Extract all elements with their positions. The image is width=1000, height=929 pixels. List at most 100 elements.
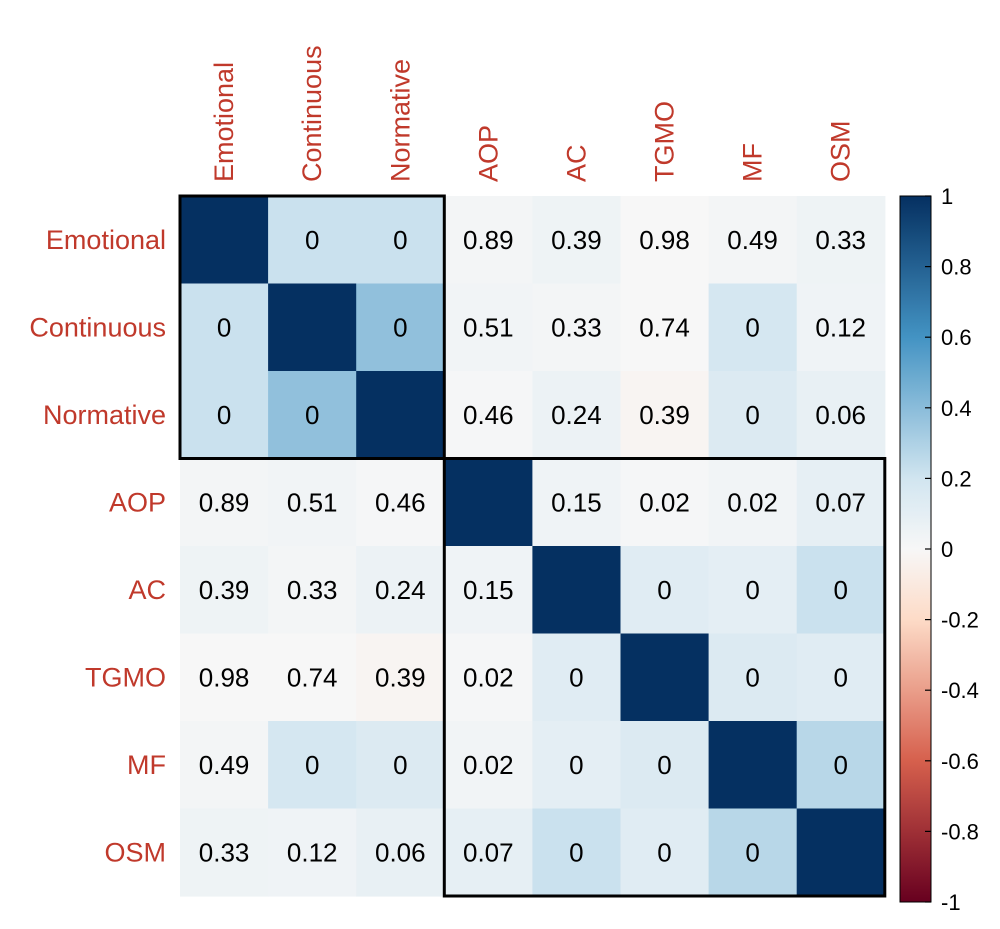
heatmap-cell	[620, 371, 710, 460]
cell-value-label: 0	[657, 837, 671, 867]
row-label: Emotional	[46, 225, 166, 255]
heatmap-cell	[708, 458, 798, 547]
cell-value-label: 0.02	[639, 487, 690, 517]
heatmap-cell	[708, 546, 798, 635]
cell-value-label: 0	[833, 662, 847, 692]
cell-value-label: 0.39	[639, 400, 690, 430]
colorbar-tick-label: 1	[941, 184, 953, 209]
cell-value-label: 0.39	[551, 225, 602, 255]
heatmap-cell	[356, 196, 445, 285]
heatmap-cell	[268, 633, 357, 722]
cell-value-label: 0.24	[375, 575, 426, 605]
heatmap-cell	[180, 633, 269, 722]
cell-value-label: 0.39	[199, 575, 250, 605]
heatmap-cell	[268, 546, 357, 635]
heatmap-cell	[796, 721, 886, 810]
cell-value-label: 0.89	[199, 487, 250, 517]
heatmap-cell	[268, 371, 357, 460]
colorbar-tick-label: 0.4	[941, 396, 972, 421]
cell-value-label: 0	[745, 662, 759, 692]
heatmap-cell	[532, 283, 622, 372]
cell-value-label: 0.49	[727, 225, 778, 255]
heatmap-cell	[444, 721, 533, 810]
heatmap-cell	[708, 371, 798, 460]
cell-value-label: 0.74	[287, 662, 338, 692]
column-label: Emotional	[209, 62, 239, 182]
column-label: Continuous	[297, 45, 327, 182]
heatmap-cell	[796, 371, 886, 460]
cell-value-label: 0.46	[375, 487, 426, 517]
heatmap-cell	[180, 721, 269, 810]
cell-value-label: 0	[745, 400, 759, 430]
heatmap-cell	[180, 371, 269, 460]
cell-value-label: 0.24	[551, 400, 602, 430]
heatmap-cell	[796, 458, 886, 547]
cell-value-label: 0	[745, 837, 759, 867]
heatmap-cell	[532, 196, 622, 285]
heatmap-cell	[356, 458, 445, 547]
colorbar-tick-label: 0.2	[941, 466, 972, 491]
heatmap-cell	[708, 808, 798, 897]
cell-value-label: 0	[305, 750, 319, 780]
heatmap-cell	[708, 633, 798, 722]
cell-value-label: 0	[393, 225, 407, 255]
heatmap-cell	[532, 721, 622, 810]
cell-value-label: 0	[217, 400, 231, 430]
cluster-box	[178, 194, 446, 460]
cell-value-label: 0.33	[287, 575, 338, 605]
cell-value-label: 0.39	[375, 662, 426, 692]
colorbar-ticks: 1 0.8 0.6 0.4 0.2 0 -0.2 -0.4 -0.6 -0.8 -1	[925, 184, 979, 915]
colorbar-tick-label: -0.4	[941, 678, 979, 703]
column-label: AOP	[473, 125, 503, 182]
colorbar-tick-label: -0.6	[941, 749, 979, 774]
heatmap-cell	[356, 546, 445, 635]
cell-value-label: 0	[305, 225, 319, 255]
cell-value-label: 0.98	[639, 225, 690, 255]
colorbar-tick-label: 0.6	[941, 325, 972, 350]
cell-value-label: 0	[745, 575, 759, 605]
cell-value-label: 0.46	[463, 400, 514, 430]
cell-value-label: 0.02	[727, 487, 778, 517]
cell-value-label: 0	[569, 662, 583, 692]
heatmap-cells	[180, 196, 886, 897]
heatmap-cell	[796, 808, 886, 897]
heatmap-cell-labels: 0 0 0.89 0.39 0.98 0.49 0.33 0 0 0.51 0.33 0.74 0 0.1…	[199, 225, 866, 867]
heatmap-cell	[180, 546, 269, 635]
heatmap-cell	[444, 283, 533, 372]
row-label: AOP	[109, 487, 166, 517]
column-label: OSM	[826, 120, 856, 182]
cell-value-label: 0.12	[815, 312, 866, 342]
cell-value-label: 0.12	[287, 837, 338, 867]
cell-value-label: 0.06	[815, 400, 866, 430]
heatmap-cell	[180, 283, 269, 372]
row-label: MF	[127, 750, 166, 780]
cell-value-label: 0	[217, 312, 231, 342]
cell-value-label: 0.02	[463, 750, 514, 780]
cell-value-label: 0	[745, 312, 759, 342]
cluster-boxes	[178, 194, 887, 898]
heatmap-cell	[444, 371, 533, 460]
cell-value-label: 0	[657, 750, 671, 780]
cell-value-label: 0.06	[375, 837, 426, 867]
heatmap-cell	[620, 721, 710, 810]
heatmap-cell	[708, 196, 798, 285]
heatmap-cell	[268, 721, 357, 810]
heatmap-cell	[180, 458, 269, 547]
cell-value-label: 0	[393, 312, 407, 342]
colorbar-tick-label: 0	[941, 537, 953, 562]
heatmap-cell	[444, 458, 533, 547]
cell-value-label: 0.51	[463, 312, 514, 342]
heatmap-cell	[444, 196, 533, 285]
cell-value-label: 0	[305, 400, 319, 430]
cell-value-label: 0.51	[287, 487, 338, 517]
cell-value-label: 0	[833, 575, 847, 605]
heatmap-cell	[620, 196, 710, 285]
cell-value-label: 0.49	[199, 750, 250, 780]
heatmap-cell	[268, 283, 357, 372]
heatmap-cell	[620, 546, 710, 635]
colorbar-tick-label: -0.2	[941, 608, 979, 633]
heatmap-cell	[356, 808, 445, 897]
heatmap-cell	[444, 808, 533, 897]
heatmap-cell	[356, 371, 445, 460]
